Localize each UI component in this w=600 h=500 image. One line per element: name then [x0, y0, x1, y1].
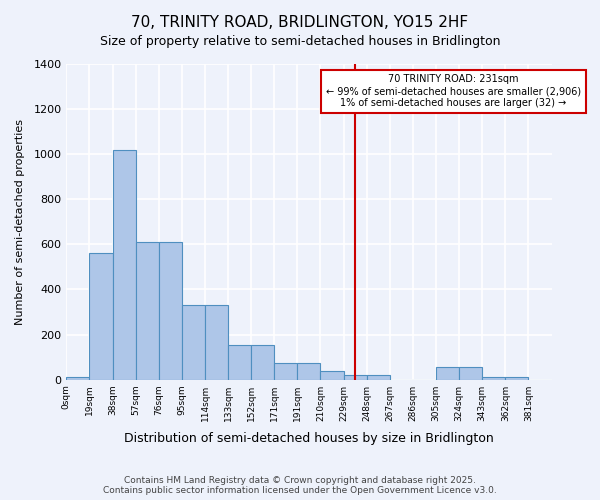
Bar — [344, 375, 367, 380]
Text: Size of property relative to semi-detached houses in Bridlington: Size of property relative to semi-detach… — [100, 35, 500, 48]
Bar — [436, 368, 459, 380]
Bar — [505, 378, 529, 380]
Bar — [482, 378, 505, 380]
Bar — [459, 368, 482, 380]
Bar — [182, 305, 205, 380]
Bar — [113, 150, 136, 380]
Bar — [228, 344, 251, 380]
Bar — [298, 362, 320, 380]
X-axis label: Distribution of semi-detached houses by size in Bridlington: Distribution of semi-detached houses by … — [124, 432, 494, 445]
Text: 70 TRINITY ROAD: 231sqm
← 99% of semi-detached houses are smaller (2,906)
1% of : 70 TRINITY ROAD: 231sqm ← 99% of semi-de… — [326, 74, 581, 108]
Y-axis label: Number of semi-detached properties: Number of semi-detached properties — [15, 119, 25, 325]
Text: 70, TRINITY ROAD, BRIDLINGTON, YO15 2HF: 70, TRINITY ROAD, BRIDLINGTON, YO15 2HF — [131, 15, 469, 30]
Bar — [136, 242, 159, 380]
Bar — [367, 375, 390, 380]
Bar — [67, 378, 89, 380]
Text: Contains HM Land Registry data © Crown copyright and database right 2025.
Contai: Contains HM Land Registry data © Crown c… — [103, 476, 497, 495]
Bar — [159, 242, 182, 380]
Bar — [251, 344, 274, 380]
Bar — [89, 254, 113, 380]
Bar — [205, 305, 228, 380]
Bar — [320, 370, 344, 380]
Bar — [274, 362, 298, 380]
